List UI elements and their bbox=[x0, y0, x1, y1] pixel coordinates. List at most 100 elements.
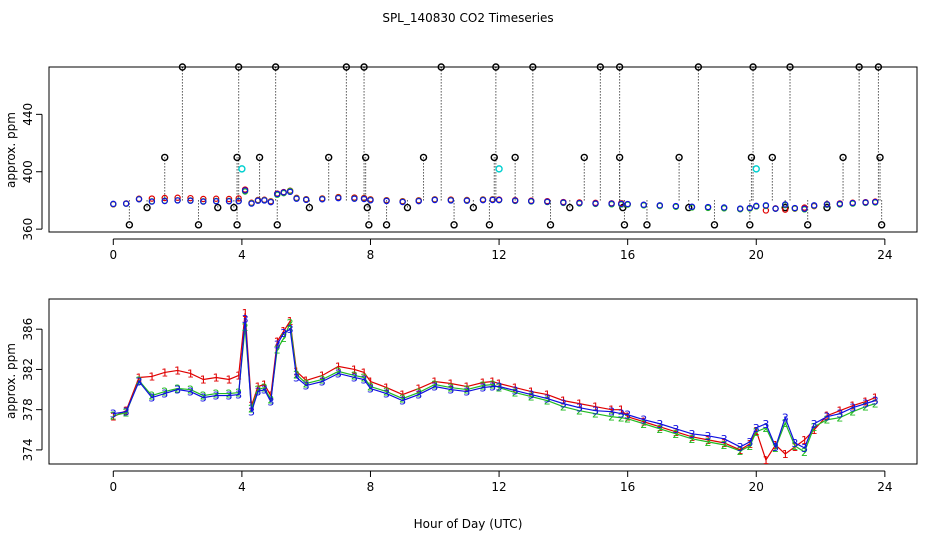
series-2-point-6: 2 bbox=[187, 384, 194, 397]
series-3-point-8: 3 bbox=[213, 390, 220, 403]
x-tick-label-0-4: 16 bbox=[620, 248, 635, 262]
series-2-point-61: 2 bbox=[849, 406, 856, 419]
low-dip-point-15 bbox=[546, 221, 555, 229]
series-2-point-34: 2 bbox=[496, 382, 503, 395]
series-3-point-44: 3 bbox=[640, 414, 647, 427]
series-2-point-25: 2 bbox=[367, 381, 374, 394]
series-2-point-62: 2 bbox=[862, 401, 869, 414]
series-2-point-9: 2 bbox=[226, 388, 233, 401]
top-band-point-0-10 bbox=[235, 197, 242, 205]
top-band-point-0-56 bbox=[791, 204, 799, 212]
series-3-point-22: 3 bbox=[335, 367, 342, 380]
top-band-point-0-12 bbox=[248, 200, 255, 207]
panel-top-data bbox=[110, 63, 886, 229]
series-3-point-53: 3 bbox=[762, 418, 769, 431]
mid-spike-point-7 bbox=[511, 153, 519, 162]
series-3-point-47: 3 bbox=[688, 428, 695, 441]
series-2-point-46: 2 bbox=[672, 428, 679, 441]
series-2-point-30: 2 bbox=[447, 382, 454, 395]
series-3-point-45: 3 bbox=[656, 418, 663, 431]
series-2-point-48: 2 bbox=[705, 436, 712, 449]
series-3-point-28: 3 bbox=[415, 389, 422, 402]
top-band-point-0-23 bbox=[351, 195, 358, 202]
top-band-point-0-11 bbox=[241, 187, 249, 194]
high-spike-point-6 bbox=[492, 63, 500, 71]
low-dip-point-22 bbox=[746, 221, 754, 229]
series-2-point-47: 2 bbox=[688, 433, 695, 446]
top-band-point-0-5 bbox=[174, 197, 181, 204]
series-3-point-38: 3 bbox=[560, 398, 567, 411]
top-band-point-0-55 bbox=[781, 201, 789, 208]
top-band-point-2-4 bbox=[161, 194, 168, 202]
series-1-point-38: 1 bbox=[560, 395, 567, 408]
series-3-point-27: 3 bbox=[399, 395, 406, 408]
top-band-point-0-19 bbox=[293, 195, 300, 202]
series-3-point-32: 3 bbox=[480, 382, 487, 395]
series-2-point-1: 2 bbox=[123, 407, 130, 420]
series-1-point-13: 1 bbox=[254, 381, 261, 394]
series-1-point-10: 1 bbox=[235, 369, 242, 382]
series-3-point-11: 3 bbox=[242, 313, 249, 326]
y-tick-label-1-2: 382 bbox=[21, 358, 35, 381]
low-dip-point-10 bbox=[382, 221, 391, 229]
series-2-point-57: 2 bbox=[801, 446, 808, 459]
series-1-point-45: 1 bbox=[656, 421, 663, 434]
mid-spike-point-0 bbox=[161, 153, 169, 162]
top-band-point-0-59 bbox=[823, 201, 831, 208]
series-1-point-32: 1 bbox=[480, 377, 487, 390]
mid-spike-point-2 bbox=[255, 153, 264, 162]
mid-spike-point-3 bbox=[324, 153, 333, 162]
series-3-point-35: 3 bbox=[512, 385, 519, 398]
series-3-point-18: 3 bbox=[287, 323, 294, 336]
series-3-point-3: 3 bbox=[148, 392, 155, 405]
series-1-point-48: 1 bbox=[705, 434, 712, 447]
top-band-point-2-3 bbox=[148, 195, 156, 202]
low-dip-point-2 bbox=[194, 221, 203, 229]
series-2-point-20: 2 bbox=[303, 378, 310, 391]
series-3-point-48: 3 bbox=[705, 430, 712, 443]
chart-title: SPL_140830 CO2 Timeseries bbox=[382, 11, 553, 25]
series-2-point-56: 2 bbox=[791, 440, 798, 453]
series-3-point-10: 3 bbox=[235, 389, 242, 402]
series-2-point-13: 2 bbox=[254, 384, 261, 397]
series-2-point-32: 2 bbox=[480, 380, 487, 393]
top-band-point-0-52 bbox=[753, 202, 760, 210]
low-dip-point-0 bbox=[125, 221, 134, 229]
high-spike-point-11 bbox=[749, 63, 757, 71]
series-line-1 bbox=[113, 313, 876, 462]
series-2-point-7: 2 bbox=[200, 390, 207, 403]
top-band-point-0-28 bbox=[415, 197, 422, 205]
high-spike-point-0 bbox=[178, 63, 187, 71]
series-2-point-59: 2 bbox=[823, 414, 830, 427]
series-1-point-23: 1 bbox=[351, 363, 358, 376]
series-2-point-26: 2 bbox=[383, 386, 390, 399]
series-2-point-16: 2 bbox=[274, 343, 281, 356]
series-1-point-49: 1 bbox=[721, 437, 728, 450]
series-3-point-33: 3 bbox=[489, 381, 496, 394]
series-1-point-25: 1 bbox=[367, 376, 374, 389]
series-2-point-40: 2 bbox=[592, 408, 599, 421]
series-2-point-44: 2 bbox=[640, 418, 647, 431]
low-dip-point-17 bbox=[619, 203, 627, 212]
mid-spike-point-5 bbox=[419, 153, 428, 162]
top-band-point-0-29 bbox=[431, 196, 438, 204]
series-1-point-3: 1 bbox=[148, 370, 155, 383]
series-1-point-53: 1 bbox=[762, 454, 769, 467]
top-band-point-0-0 bbox=[110, 200, 117, 208]
series-3-point-7: 3 bbox=[200, 392, 207, 405]
mid-spike-point-8 bbox=[580, 153, 588, 162]
top-band-point-0-39 bbox=[576, 199, 583, 207]
top-band-point-0-41 bbox=[608, 200, 615, 207]
series-2-point-27: 2 bbox=[399, 393, 406, 406]
x-tick-label-0-0: 0 bbox=[109, 248, 117, 262]
low-dip-point-18 bbox=[620, 221, 629, 229]
series-3-point-40: 3 bbox=[592, 405, 599, 418]
top-band-point-0-58 bbox=[810, 202, 818, 209]
top-band-point-0-25 bbox=[367, 197, 374, 204]
top-band-point-0-50 bbox=[736, 205, 744, 212]
top-band-point-0-24 bbox=[360, 195, 368, 203]
top-band-point-2-8 bbox=[212, 195, 220, 202]
series-1-point-9: 1 bbox=[226, 373, 233, 386]
